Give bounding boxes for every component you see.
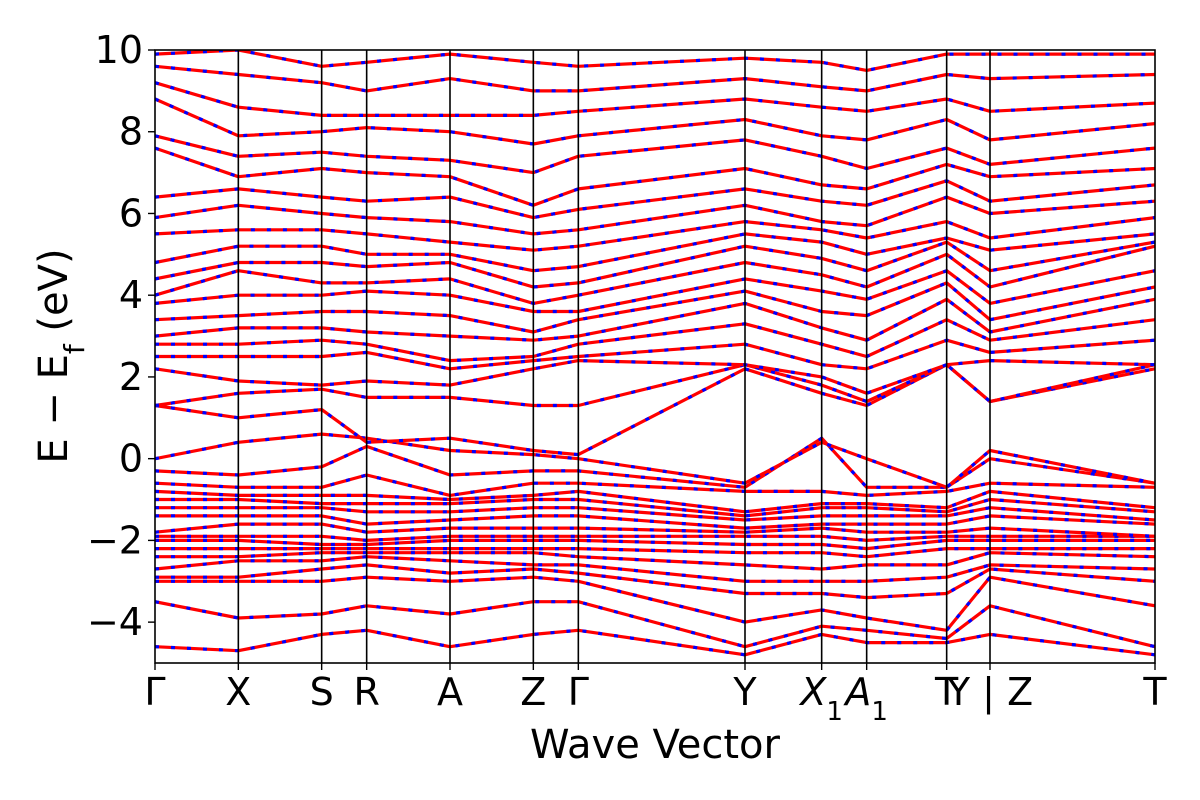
- x-tick-label: T: [1142, 670, 1167, 714]
- x-tick-label: Y: [732, 670, 757, 714]
- y-axis: −4 −2 0 2 4 6 8 10: [87, 28, 155, 644]
- y-tick-label: 10: [95, 28, 143, 72]
- y-tick-label: 8: [119, 110, 143, 154]
- y-tick-label: 4: [119, 273, 143, 317]
- y-axis-title: E − Ef (eV): [31, 248, 91, 463]
- band-line-20: [155, 338, 1155, 371]
- bands-layer: [155, 50, 1155, 657]
- kpoint-lines: [237, 50, 991, 663]
- band-line-dashed-19: [155, 359, 1155, 395]
- plot-frame: [154, 49, 1156, 664]
- y-axis-title-unit: (eV): [31, 248, 77, 344]
- band-line-17: [155, 363, 1155, 457]
- x-tick-label: Y | Z: [946, 670, 1033, 715]
- band-line-10: [155, 514, 1155, 530]
- x-tick-label: Z: [520, 670, 546, 714]
- band-line-32: [155, 134, 1155, 175]
- y-tick-label: −4: [87, 600, 143, 644]
- band-line-23: [155, 281, 1155, 334]
- x-tick-label: R: [353, 670, 379, 714]
- y-tick-label: −2: [87, 518, 143, 562]
- y-tick-label: 2: [119, 355, 143, 399]
- y-tick-label: 0: [119, 437, 143, 481]
- x-tick-label: Γ: [144, 670, 165, 714]
- band-line-21: [155, 318, 1155, 363]
- band-line-35: [155, 64, 1155, 93]
- band-line-1: [155, 600, 1155, 649]
- x-tick-label: X: [225, 670, 251, 714]
- x-tick-label: A: [437, 670, 463, 714]
- band-line-0: [155, 628, 1155, 657]
- band-line-19: [155, 359, 1155, 395]
- y-tick-label: 6: [119, 191, 143, 235]
- x-tick-label: S: [310, 670, 334, 714]
- x-tick-label: X1: [798, 670, 843, 727]
- band-line-15: [155, 436, 1155, 489]
- x-axis-title: Wave Vector: [530, 722, 781, 768]
- x-tick-label: Γ: [568, 670, 589, 714]
- band-line-dashed-20: [155, 338, 1155, 371]
- x-tick-label: A1: [842, 670, 888, 727]
- band-line-36: [155, 50, 1155, 73]
- band-line-34: [155, 81, 1155, 118]
- y-axis-title-main: E − E: [31, 354, 77, 464]
- y-axis-title-sub: f: [58, 343, 91, 354]
- x-tick-label: T: [934, 670, 959, 714]
